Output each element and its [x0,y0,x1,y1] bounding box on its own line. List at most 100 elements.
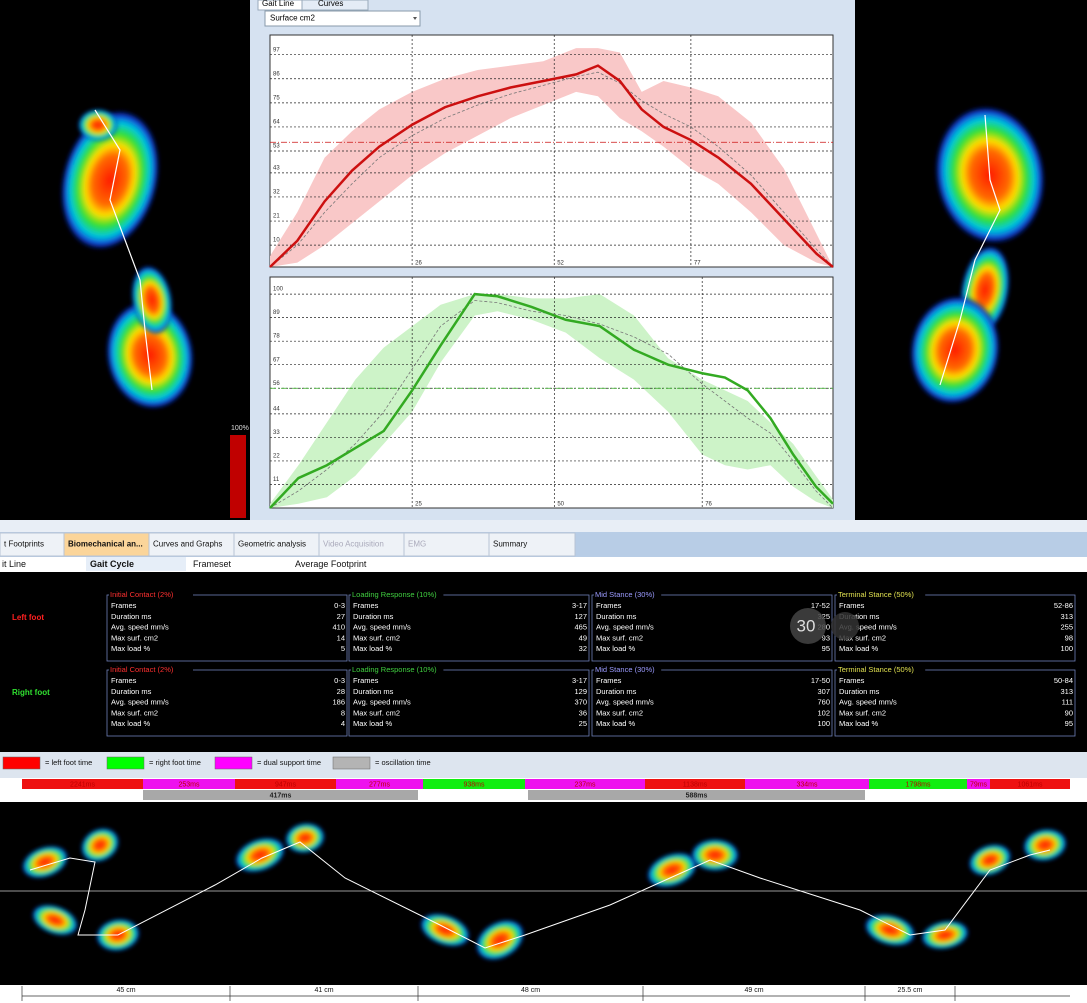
y-tick-label: 56 [273,381,280,387]
x-tick-label: 25 [415,502,422,508]
tab[interactable] [488,532,576,557]
timeline-segment [235,779,336,789]
x-tick-label: 77 [694,261,701,267]
oscillation-label: 417ms [270,792,292,799]
phase-box [348,594,590,662]
phase-title: Loading Response (10%) [352,665,437,674]
y-tick-label: 33 [273,430,280,436]
sub-tab-label[interactable]: it Line [2,559,26,569]
foot-curve [269,64,834,268]
row-value: 102 [817,708,830,717]
dropdown-arrow[interactable] [413,17,417,20]
row-label: Max load % [596,719,636,728]
y-tick-label: 10 [273,238,280,244]
timeline-segment [22,779,143,789]
tab-label[interactable]: Video Acquisition [323,540,384,549]
gait-line [94,109,153,391]
row-label: Duration ms [111,687,152,696]
sub-tab-label[interactable]: Frameset [193,559,232,569]
y-tick-label: 78 [273,334,280,340]
tab-label[interactable]: Summary [493,540,527,549]
y-tick-label: 43 [273,165,280,171]
tab-label[interactable]: Curves [318,0,343,8]
oscillation-label: 588ms [686,792,708,799]
row-value: 370 [574,698,587,707]
y-tick-label: 89 [273,310,280,316]
row-value: 5 [341,644,345,653]
y-tick-label: 11 [273,477,280,483]
row-value: 28 [337,687,345,696]
distance-label: 45 cm [116,987,135,994]
legend-swatch [332,756,371,770]
sub-tab-label[interactable]: Average Footprint [295,559,367,569]
row-value: 186 [332,698,345,707]
tab-label[interactable]: t Footprints [4,540,44,549]
footprint-heat [131,265,173,335]
dropdown-value[interactable]: Surface cm2 [270,14,315,23]
row-label: Max load % [839,644,879,653]
title-backdrop [837,666,926,674]
dropdown[interactable] [264,10,421,27]
y-tick-label: 21 [273,214,280,220]
row-value: 325 [817,612,830,621]
legend-swatch [214,756,253,770]
tab-selected[interactable] [86,557,186,571]
row-label: Duration ms [353,687,394,696]
row-value: 27 [337,612,345,621]
row-value: 93 [822,633,830,642]
row-label: Max load % [111,719,151,728]
timeline-label: 1798ms [906,781,931,788]
row-label: Max surf. cm2 [111,708,158,717]
timeline-segment [423,779,525,789]
row-label: Max load % [111,644,151,653]
row-value: 98 [1065,633,1073,642]
tab-label[interactable]: Gait Line [262,0,295,8]
footprint-heat [1023,828,1067,862]
tab-label[interactable]: Geometric analysis [238,540,306,549]
row-label: Avg. speed mm/s [839,698,897,707]
row-value: 760 [817,698,830,707]
timeline-label: 277ms [369,781,391,788]
row-value: 8 [341,708,345,717]
timeline-label: 253ms [178,781,200,788]
row-value: 307 [817,687,830,696]
mean-curve [269,71,834,268]
sub-tab-label[interactable]: Gait Cycle [90,559,134,569]
row-value: 3-17 [572,676,587,685]
phase-box [834,669,1076,737]
tab[interactable] [301,0,369,11]
timeline-segment [336,779,423,789]
title-backdrop [109,591,193,599]
row-label: Avg. speed mm/s [596,623,654,632]
row-value: 0-3 [334,601,345,610]
title-backdrop [594,666,662,674]
row-label: Frames [353,676,379,685]
timeline-segment [143,779,235,789]
row-label: Frames [839,601,865,610]
tab-label[interactable]: Biomechanical an... [68,540,143,549]
timeline-segment [967,779,990,789]
gauge-fill [230,435,246,518]
variability-band [270,294,833,508]
row-value: 100 [817,719,830,728]
y-tick-label: 44 [273,406,280,412]
oscillation-segment [143,790,418,800]
row-label: Max surf. cm2 [353,708,400,717]
scale-bar [0,985,1087,1003]
tab-label[interactable]: Curves and Graphs [153,540,222,549]
gauge-label: 100% [231,425,249,432]
tab-label[interactable]: EMG [408,540,426,549]
timeline-label: 2241ms [70,781,95,788]
y-tick-label: 100 [273,287,284,293]
phase-title: Mid Stance (30%) [595,665,655,674]
legend-label: = right foot time [149,758,201,767]
row-value: 52-86 [1054,601,1073,610]
foot-curve [269,292,834,509]
row-label: Duration ms [596,612,637,621]
timeline-segment [645,779,745,789]
timeline-label: 938ms [463,781,485,788]
oscillation-segment [528,790,865,800]
phase-title: Loading Response (10%) [352,590,437,599]
title-backdrop [837,591,926,599]
row-label: Duration ms [353,612,394,621]
